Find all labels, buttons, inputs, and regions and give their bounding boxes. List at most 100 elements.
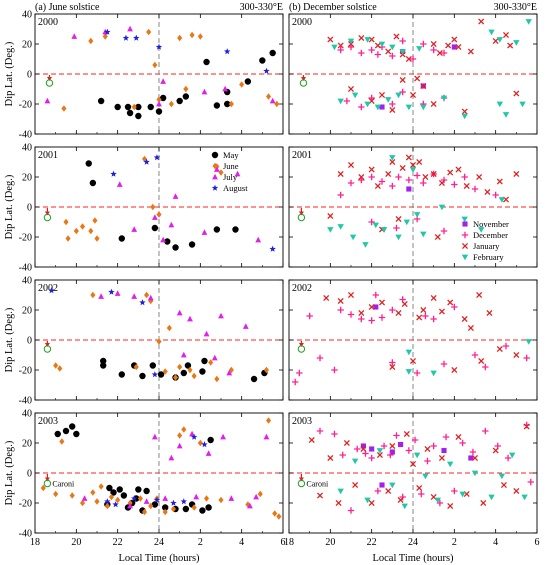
- data-point: [395, 92, 402, 99]
- data-point: [372, 291, 379, 299]
- data-point: [337, 170, 344, 178]
- data-point: [201, 229, 208, 235]
- data-point: [157, 371, 165, 378]
- data-point: [213, 102, 221, 109]
- data-point: [337, 46, 344, 54]
- data-point: [416, 46, 423, 52]
- data-point: [416, 314, 423, 321]
- data-point: [337, 42, 344, 49]
- data-point: [413, 212, 421, 218]
- x-tick-label: 22: [367, 537, 377, 548]
- y-tick-label: 40: [22, 409, 32, 420]
- y-tick-label: -40: [19, 263, 32, 274]
- data-point: [442, 433, 450, 441]
- y-tick-label: -20: [19, 233, 32, 244]
- caroni-arrowhead: [298, 343, 304, 347]
- data-point: [162, 508, 168, 516]
- data-point: [131, 103, 137, 111]
- caroni-arrowhead: [298, 211, 304, 216]
- data-point: [88, 37, 94, 45]
- data-point: [139, 372, 146, 380]
- data-point: [337, 297, 344, 305]
- data-point: [327, 454, 334, 462]
- data-point: [455, 43, 462, 51]
- data-point: [255, 236, 262, 243]
- data-point: [135, 103, 142, 111]
- data-point: [393, 33, 400, 40]
- data-point: [476, 173, 483, 181]
- data-point: [354, 445, 361, 453]
- data-point: [151, 224, 159, 232]
- data-point: [504, 454, 512, 462]
- data-point: [65, 235, 71, 242]
- legend-swatch: [212, 162, 218, 170]
- data-point: [188, 241, 196, 248]
- x-tick-label: 24: [408, 537, 418, 548]
- data-point: [159, 94, 167, 102]
- data-point: [502, 342, 510, 350]
- data-point: [461, 173, 468, 181]
- data-point: [374, 51, 382, 58]
- data-point: [187, 315, 193, 322]
- data-point: [224, 48, 231, 55]
- data-point: [380, 442, 388, 450]
- data-point: [40, 484, 46, 492]
- year-label: 2000: [292, 17, 312, 28]
- data-point: [438, 308, 445, 315]
- data-point: [48, 287, 55, 294]
- data-point: [184, 362, 192, 369]
- data-point: [438, 179, 445, 187]
- data-point: [190, 433, 198, 440]
- data-point: [149, 362, 156, 369]
- data-point: [151, 433, 158, 440]
- data-point: [59, 438, 65, 445]
- x-tick-label: 6: [535, 537, 540, 548]
- data-point: [513, 351, 520, 359]
- y-tick-label: -40: [19, 130, 32, 141]
- data-point: [440, 176, 448, 184]
- data-point: [447, 502, 454, 510]
- data-point: [191, 504, 197, 511]
- data-point: [127, 502, 133, 509]
- x-tick-label: 4: [493, 537, 498, 548]
- data-point: [160, 236, 167, 243]
- data-point: [389, 442, 396, 450]
- data-point: [424, 457, 431, 465]
- data-point: [182, 93, 190, 100]
- legend-swatch: [212, 173, 218, 180]
- data-point: [53, 362, 59, 369]
- caroni-marker: [43, 345, 52, 353]
- data-point: [430, 370, 437, 377]
- data-point: [389, 449, 395, 455]
- data-point: [347, 291, 355, 299]
- data-point: [389, 100, 396, 108]
- legend-label: May: [223, 150, 239, 160]
- data-point: [276, 513, 282, 520]
- sector-label: 300-330°E: [240, 2, 283, 13]
- data-point: [213, 166, 220, 172]
- data-point: [327, 36, 334, 43]
- data-point: [405, 176, 413, 184]
- data-point: [170, 499, 177, 506]
- y-axis-label: Dip Lat. (Deg.): [4, 307, 15, 372]
- data-point: [152, 61, 158, 69]
- y-tick-label: -40: [19, 529, 32, 540]
- data-point: [451, 181, 458, 188]
- data-point: [155, 43, 163, 50]
- data-point: [218, 169, 224, 176]
- data-point: [486, 309, 493, 317]
- data-point: [347, 161, 355, 169]
- data-point: [118, 235, 126, 242]
- data-point: [467, 324, 474, 332]
- data-point: [247, 502, 253, 509]
- data-point: [403, 219, 410, 226]
- data-point: [478, 227, 485, 233]
- data-point: [193, 493, 200, 500]
- data-point: [265, 417, 272, 424]
- y-tick-label: 0: [27, 203, 32, 214]
- data-point: [100, 362, 107, 369]
- data-point: [441, 447, 447, 454]
- data-point: [420, 40, 427, 48]
- data-point: [143, 158, 150, 165]
- data-point: [269, 97, 276, 104]
